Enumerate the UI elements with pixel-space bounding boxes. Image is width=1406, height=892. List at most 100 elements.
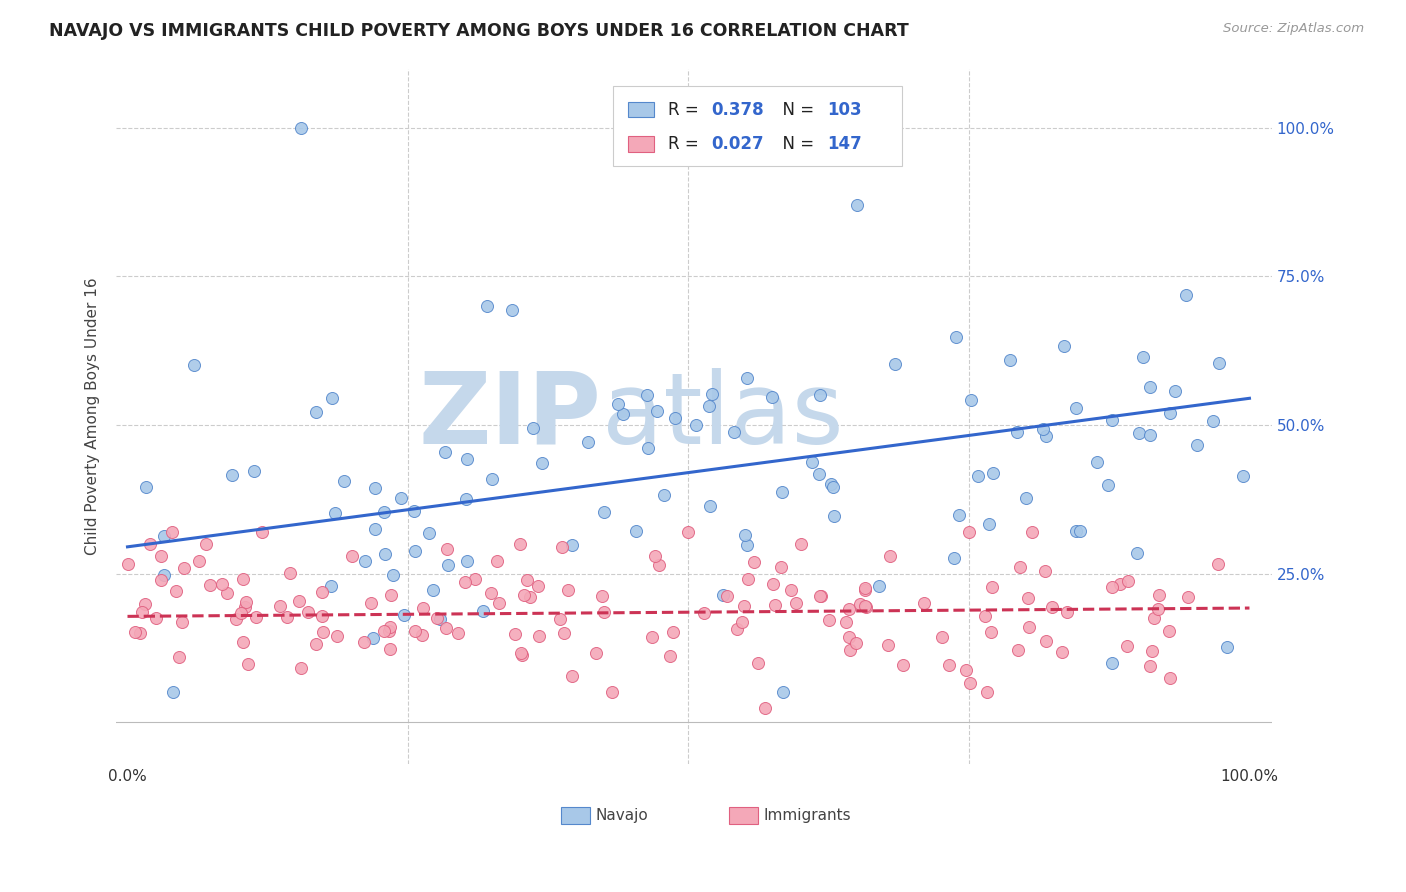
Point xyxy=(183,358,205,372)
Point xyxy=(1040,600,1063,615)
Point xyxy=(693,606,716,620)
Point xyxy=(912,596,935,610)
Point xyxy=(243,464,266,478)
Point xyxy=(808,590,831,604)
Point xyxy=(1175,288,1198,302)
Point xyxy=(456,451,478,466)
Point xyxy=(733,599,755,614)
Point xyxy=(838,630,860,644)
Point xyxy=(591,589,613,603)
Point xyxy=(551,540,574,554)
Point xyxy=(938,657,960,672)
Point xyxy=(1128,426,1150,441)
Point xyxy=(235,595,257,609)
Point xyxy=(644,549,666,563)
Point xyxy=(652,488,675,502)
Point xyxy=(1000,353,1022,368)
Point xyxy=(353,554,375,568)
Point xyxy=(835,615,858,629)
Point xyxy=(456,491,478,506)
Bar xyxy=(628,136,654,152)
Text: R =: R = xyxy=(668,101,703,119)
Point xyxy=(838,602,860,616)
Point xyxy=(561,538,583,552)
Point xyxy=(1177,591,1199,605)
Point xyxy=(434,621,457,635)
Point xyxy=(145,611,167,625)
Point xyxy=(340,549,363,563)
Bar xyxy=(561,807,591,824)
Point xyxy=(606,397,628,411)
Point xyxy=(229,606,252,620)
Point xyxy=(382,568,405,582)
Point xyxy=(845,198,868,212)
FancyBboxPatch shape xyxy=(613,86,903,166)
Point xyxy=(662,624,685,639)
Point xyxy=(785,596,807,610)
Point xyxy=(1132,350,1154,364)
Point xyxy=(839,643,862,657)
Point xyxy=(418,526,440,541)
Point xyxy=(380,588,402,602)
Text: 0.027: 0.027 xyxy=(711,135,763,153)
Point xyxy=(311,585,333,599)
Text: ZIP: ZIP xyxy=(419,368,602,465)
Point xyxy=(139,537,162,551)
Point xyxy=(1118,574,1140,588)
Point xyxy=(411,628,433,642)
Text: atlas: atlas xyxy=(602,368,844,465)
Point xyxy=(931,630,953,644)
Point xyxy=(948,508,970,522)
Text: R =: R = xyxy=(668,135,703,153)
Point xyxy=(250,524,273,539)
Point xyxy=(426,610,449,624)
Point xyxy=(659,648,682,663)
Text: 103: 103 xyxy=(827,101,862,119)
Point xyxy=(725,622,748,636)
Point xyxy=(967,469,990,483)
Point xyxy=(945,330,967,344)
Point xyxy=(884,358,907,372)
Text: N =: N = xyxy=(772,101,818,119)
Point xyxy=(1035,429,1057,443)
Point xyxy=(510,648,533,663)
Point xyxy=(592,606,614,620)
Point xyxy=(853,581,876,595)
Point xyxy=(422,583,444,598)
Point xyxy=(509,646,531,660)
Point xyxy=(353,635,375,649)
Point xyxy=(1232,469,1254,483)
Point xyxy=(770,559,793,574)
Text: 147: 147 xyxy=(827,135,862,153)
Point xyxy=(1032,422,1054,436)
Point xyxy=(1163,384,1185,398)
Point xyxy=(165,584,187,599)
Point xyxy=(1050,645,1073,659)
Point xyxy=(509,537,531,551)
Point xyxy=(1157,624,1180,639)
Point xyxy=(361,631,384,645)
Point xyxy=(637,441,659,455)
Point xyxy=(297,605,319,619)
Point xyxy=(641,630,664,644)
Point xyxy=(1007,425,1029,439)
Point xyxy=(801,454,824,468)
Point xyxy=(1208,557,1230,571)
Point xyxy=(162,685,184,699)
Point xyxy=(697,399,720,413)
Text: N =: N = xyxy=(772,135,818,153)
Point xyxy=(333,475,356,489)
Point xyxy=(1139,659,1161,673)
Point xyxy=(485,554,508,568)
Point xyxy=(1146,601,1168,615)
Point xyxy=(1140,644,1163,658)
Point xyxy=(636,388,658,402)
Point xyxy=(364,481,387,495)
Point xyxy=(170,615,193,629)
Point xyxy=(378,620,401,634)
Point xyxy=(1033,564,1056,578)
Point xyxy=(374,547,396,561)
Point xyxy=(879,549,901,563)
Point xyxy=(818,614,841,628)
Point xyxy=(134,597,156,611)
